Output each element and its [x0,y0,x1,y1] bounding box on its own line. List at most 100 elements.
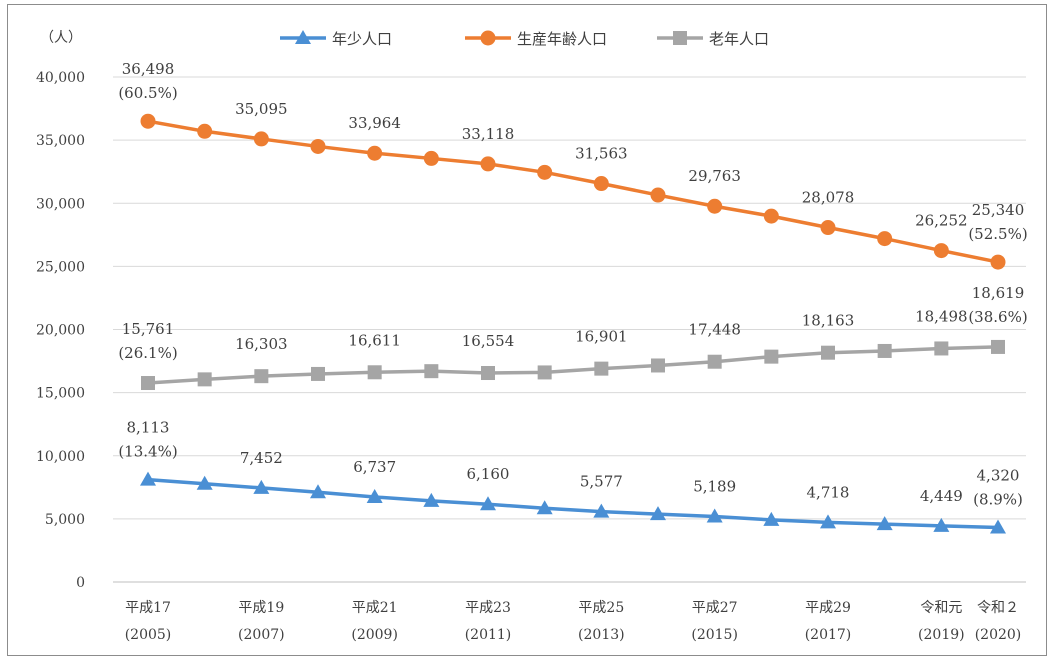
data-label-percent: (26.1%) [118,344,177,362]
data-label: 4,718 [807,483,850,501]
data-label: 36,498 [122,60,175,78]
data-label-percent: (13.4%) [118,443,177,461]
data-label: 5,189 [693,477,736,495]
data-point [650,187,666,203]
y-tick-label: 40,000 [36,70,85,86]
data-point [763,208,779,224]
y-tick-label: 30,000 [36,196,85,212]
y-tick-label: 25,000 [36,259,85,275]
data-point [423,492,440,507]
y-tick-label: 10,000 [36,449,85,465]
data-label: 16,303 [235,335,288,353]
data-point [311,366,325,381]
data-label: 16,611 [348,331,401,349]
data-point [480,30,496,46]
data-point [310,138,326,154]
data-point [876,516,893,531]
x-tick-label-year: (2009) [351,627,398,643]
data-point [764,349,779,364]
y-axis-unit-label: （人） [40,30,82,46]
y-tick-label: 20,000 [36,323,85,339]
x-tick-label-era: 令和２ [977,600,1019,616]
y-tick-label: 35,000 [36,133,85,149]
data-point [707,198,723,214]
x-tick-label-era: 平成27 [692,600,738,616]
data-point [991,339,1005,354]
data-point [310,484,326,499]
data-point [821,345,835,360]
data-label: 4,449 [920,487,963,505]
data-label: 18,163 [802,312,855,330]
data-point [593,503,610,518]
x-tick-label-year: (2017) [805,627,852,643]
data-point [254,369,269,384]
data-point [820,514,836,529]
legend: 年少人口 生産年齢人口 老年人口 [280,30,769,48]
data-labels: 8,113 (13.4%) 7,452 6,737 6,160 5,577 5,189 4,7… [118,60,1027,508]
series-line [147,477,999,530]
x-tick-label-year: (2020) [975,627,1022,643]
x-tick-label-era: 平成19 [238,600,284,616]
data-point [537,164,553,180]
data-point [253,479,270,494]
series-line [147,345,999,385]
data-label: 6,737 [353,458,396,476]
data-point [480,156,496,172]
x-tick-label-era: 平成25 [578,600,624,616]
x-tick-label-year: (2007) [238,627,285,643]
x-tick-label-year: (2013) [578,627,625,643]
data-label: 33,964 [348,114,401,132]
data-label: 16,901 [575,328,628,346]
data-point [650,506,666,521]
data-point [651,358,665,373]
data-label-percent: (38.6%) [968,308,1027,326]
x-tick-label-era: 平成29 [805,600,851,616]
data-label: 5,577 [580,473,623,491]
data-point [537,365,552,380]
data-point [295,30,311,44]
series-markers [140,113,1006,534]
y-tick-label: 0 [76,575,85,591]
data-label: 31,563 [575,145,628,163]
data-point [367,365,382,380]
data-point [934,341,949,356]
data-point [196,475,213,490]
data-point [366,488,383,503]
data-point [990,254,1006,270]
data-label-percent: (60.5%) [118,84,177,102]
data-point [140,113,156,129]
data-point [593,176,609,192]
data-label: 17,448 [688,321,741,339]
data-point [706,508,723,523]
gridlines [113,76,1026,583]
data-point [673,31,687,45]
data-point [763,511,780,526]
data-label-percent: (8.9%) [973,490,1023,508]
data-label: 18,498 [915,307,968,325]
data-point [481,366,495,381]
data-point [197,372,212,387]
data-point [424,364,439,379]
data-label: 16,554 [462,332,515,350]
x-tick-label-era: 平成21 [352,600,398,616]
data-label: 4,320 [977,466,1020,484]
data-label: 25,340 [972,201,1025,219]
data-point [877,343,892,358]
data-label: 18,619 [972,284,1025,302]
data-point [141,376,155,391]
data-label: 29,763 [688,167,741,185]
x-tick-label-year: (2019) [918,627,965,643]
data-point [820,220,836,236]
data-point [253,131,269,147]
data-label: 35,095 [235,100,288,118]
data-label: 26,252 [915,212,968,230]
data-label: 28,078 [802,189,855,207]
legend-label: 年少人口 [332,30,392,48]
x-tick-label-era: 平成17 [125,600,171,616]
series-lines [147,119,999,530]
data-label: 15,761 [122,320,175,338]
x-tick-label-year: (2005) [125,627,172,643]
legend-label: 生産年齢人口 [517,30,607,48]
data-point [367,145,383,161]
